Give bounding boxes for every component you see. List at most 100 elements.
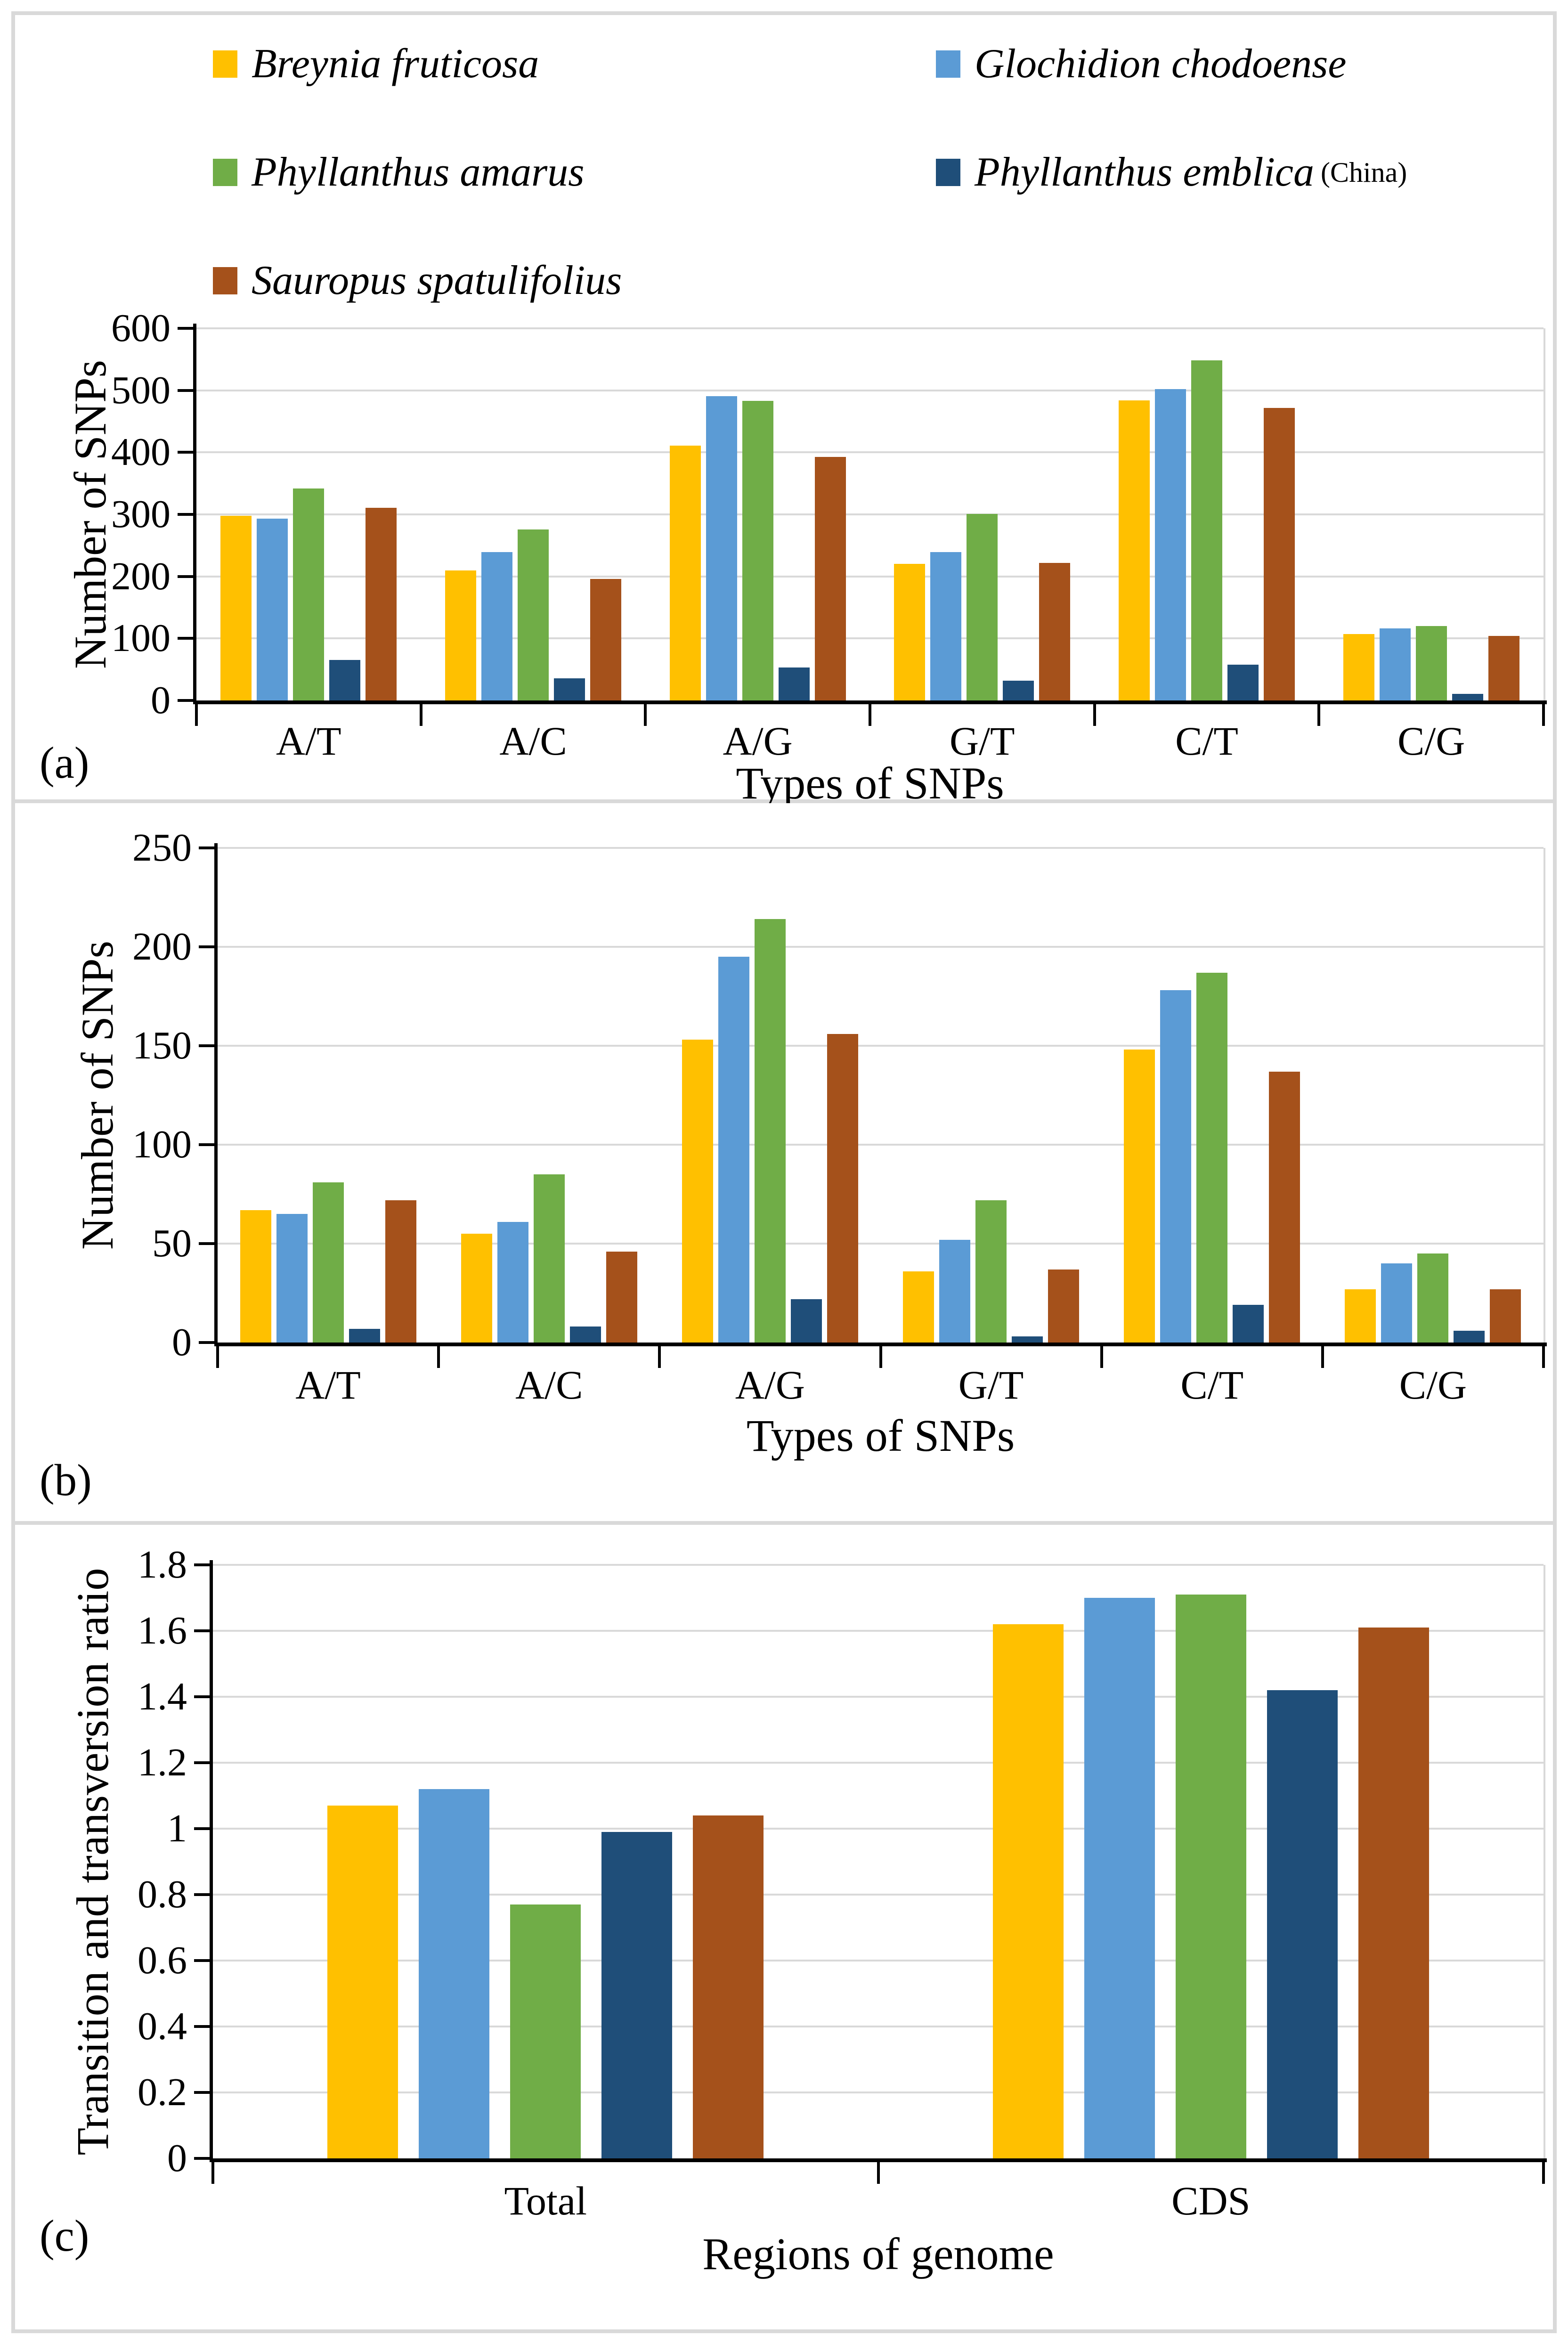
bar-A-T-s1	[257, 519, 288, 700]
gridline	[213, 1960, 1544, 1961]
x-axis-tick	[195, 704, 198, 726]
bar-A-T-s1	[276, 1214, 308, 1343]
bar-C-T-s1	[1155, 389, 1186, 700]
legend-swatch	[213, 267, 237, 294]
bar-G-T-s1	[939, 1239, 971, 1343]
bar-A-C-s4	[606, 1251, 637, 1343]
y-axis-tick	[178, 699, 195, 702]
bar-A-G-s3	[790, 1299, 822, 1343]
bar-CDS-s1	[1084, 1598, 1155, 2158]
x-axis-title: Types of SNPs	[736, 758, 1004, 808]
x-axis-tick	[879, 1346, 882, 1368]
x-category-label: C/T	[1175, 718, 1238, 764]
y-tick-label: 150	[132, 1024, 192, 1067]
bar-G-T-s2	[975, 1200, 1007, 1343]
y-tick-label: 1	[167, 1807, 187, 1850]
bar-Total-s0	[327, 1806, 398, 2158]
bar-G-T-s3	[1012, 1336, 1043, 1343]
bar-C-G-s1	[1379, 628, 1411, 700]
x-axis-line	[210, 2158, 1547, 2162]
x-axis-tick	[419, 704, 422, 726]
legend-label: Breynia fruticosa	[252, 41, 539, 87]
y-axis-tick	[199, 1242, 216, 1245]
bar-A-G-s2	[742, 401, 773, 700]
y-axis-title: Number of SNPs	[65, 359, 115, 669]
bar-G-T-s0	[894, 564, 926, 700]
y-axis-tick	[178, 389, 195, 392]
legend-item: Breynia fruticosa	[213, 43, 539, 85]
x-axis-tick	[1321, 1346, 1324, 1368]
legend-label: Sauropus spatulifolius	[252, 258, 622, 303]
y-axis-tick	[199, 945, 216, 948]
y-axis-tick	[194, 1629, 211, 1632]
y-axis-tick	[194, 1761, 211, 1764]
bar-A-C-s2	[533, 1174, 565, 1343]
bar-A-C-s0	[461, 1234, 492, 1343]
x-axis-tick	[1542, 2162, 1545, 2184]
y-tick-label: 300	[111, 492, 171, 536]
bar-A-G-s1	[706, 396, 737, 700]
gridline	[196, 575, 1544, 578]
x-axis-tick	[437, 1346, 440, 1368]
y-axis-tick	[194, 1959, 211, 1962]
legend-swatch	[936, 159, 960, 186]
bar-C-G-s3	[1454, 1330, 1485, 1343]
bar-A-G-s4	[814, 456, 846, 700]
y-tick-label: 0	[167, 2136, 187, 2180]
y-tick-label: 50	[152, 1221, 192, 1265]
y-tick-label: 100	[132, 1123, 192, 1166]
gridline	[196, 513, 1544, 515]
x-category-label: C/T	[1180, 1362, 1244, 1408]
x-category-label: G/T	[958, 1362, 1024, 1408]
legend-label: Phyllanthus emblica	[975, 149, 1314, 195]
gridline	[218, 1243, 1544, 1245]
gridline	[218, 946, 1544, 948]
y-tick-label: 1.8	[138, 1543, 187, 1587]
bar-A-T-s2	[312, 1182, 344, 1343]
bar-A-C-s0	[445, 570, 476, 700]
legend-label-note: (China)	[1320, 157, 1407, 188]
y-axis-tick	[178, 451, 195, 454]
gridline	[196, 327, 1544, 329]
legend-swatch	[213, 50, 237, 78]
legend-swatch	[936, 50, 960, 78]
y-tick-label: 0	[151, 678, 171, 722]
y-tick-label: 0.6	[138, 1938, 187, 1982]
bar-G-T-s3	[1003, 680, 1034, 700]
x-axis-line	[193, 700, 1547, 704]
x-category-label: C/G	[1397, 718, 1465, 764]
bar-A-C-s3	[554, 678, 585, 700]
y-tick-label: 0.2	[138, 2070, 187, 2114]
bar-C-G-s2	[1415, 626, 1447, 700]
bar-C-G-s1	[1381, 1263, 1413, 1343]
x-category-label: A/G	[735, 1362, 805, 1408]
gridline	[213, 1564, 1544, 1566]
y-axis-tick	[178, 513, 195, 516]
bar-A-G-s3	[778, 667, 810, 700]
y-axis-tick	[178, 327, 195, 330]
y-tick-label: 0.8	[138, 1872, 187, 1916]
bar-C-G-s2	[1417, 1253, 1449, 1343]
y-axis-tick	[178, 575, 195, 578]
plot-area-right-border	[1544, 848, 1545, 1343]
bar-CDS-s4	[1358, 1628, 1429, 2158]
y-axis-title: Number of SNPs	[72, 940, 122, 1250]
bar-A-T-s4	[366, 507, 397, 700]
bar-Total-s1	[419, 1789, 490, 2158]
y-tick-label: 500	[111, 368, 171, 412]
x-category-label: CDS	[1171, 2178, 1251, 2223]
bar-G-T-s4	[1039, 562, 1071, 700]
x-category-label: A/C	[499, 718, 567, 764]
y-axis-tick	[194, 2157, 211, 2160]
bar-A-C-s4	[590, 578, 621, 700]
x-axis-line	[214, 1343, 1547, 1346]
bar-G-T-s4	[1048, 1269, 1080, 1343]
gridline	[213, 2092, 1544, 2093]
bar-C-G-s4	[1488, 636, 1519, 700]
y-axis-line	[214, 843, 218, 1346]
x-category-label: C/G	[1399, 1362, 1467, 1408]
gridline	[213, 1762, 1544, 1764]
x-axis-tick	[211, 2162, 214, 2184]
y-tick-label: 250	[132, 826, 192, 870]
bar-C-G-s0	[1343, 634, 1374, 700]
